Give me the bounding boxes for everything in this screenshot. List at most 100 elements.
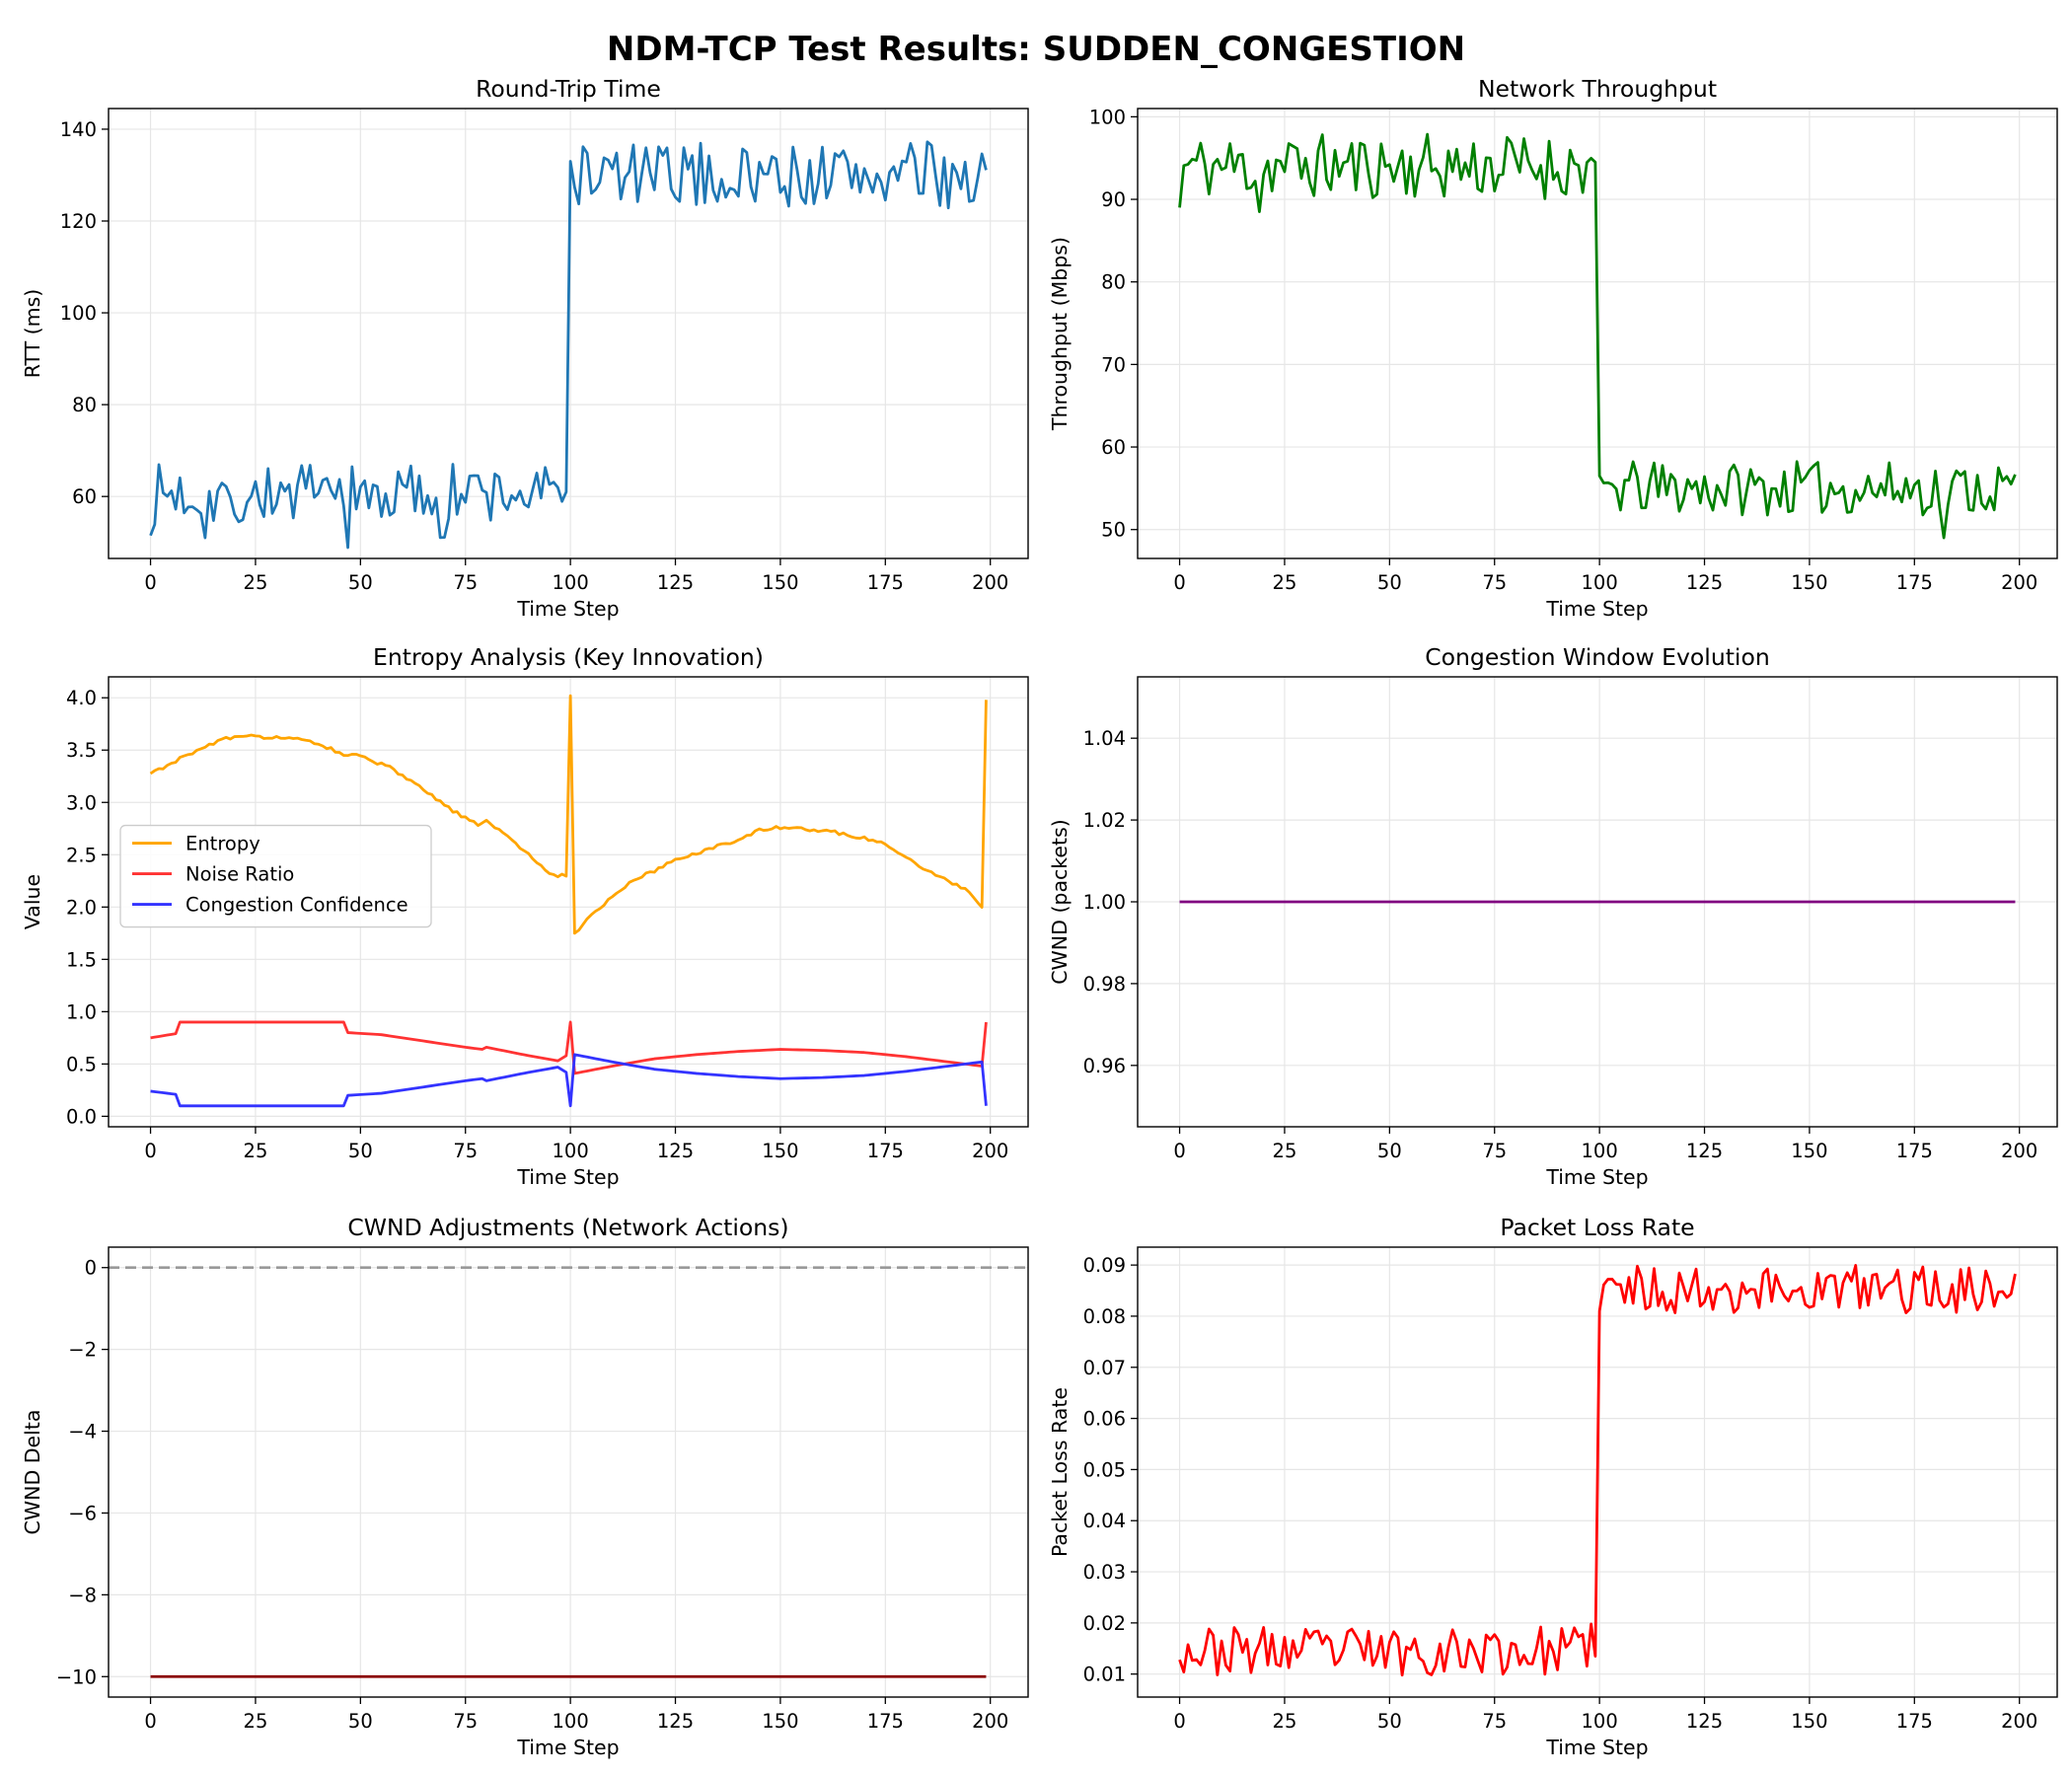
- legend-label: Noise Ratio: [185, 863, 294, 886]
- plot-area: [149, 694, 988, 1108]
- x-tick-label: 175: [1896, 571, 1933, 594]
- y-axis-label: CWND Delta: [21, 1410, 44, 1535]
- x-tick-label: 125: [657, 1140, 694, 1162]
- plot-area: [109, 1266, 1028, 1678]
- x-tick-label: 200: [972, 571, 1008, 594]
- x-tick-label: 100: [553, 1140, 589, 1162]
- axes-frame: [108, 1246, 1029, 1698]
- x-tick-label: 100: [1582, 571, 1618, 594]
- x-tick-label: 200: [972, 1140, 1008, 1162]
- x-tick-label: 0: [1173, 1710, 1185, 1733]
- x-tick-label: 50: [348, 1140, 373, 1162]
- y-tick-label: 3.0: [66, 791, 97, 814]
- x-tick-label: 125: [1686, 1710, 1723, 1733]
- x-tick-label: 200: [2001, 571, 2037, 594]
- y-tick-label: 0.05: [1083, 1458, 1126, 1481]
- x-tick-label: 0: [1173, 571, 1185, 594]
- y-axis-label: Value: [21, 874, 44, 929]
- y-tick-label: 100: [60, 302, 97, 325]
- y-tick-label: 1.5: [66, 948, 97, 971]
- y-tick-label: 1.02: [1083, 809, 1126, 832]
- x-tick-label: 0: [144, 1710, 156, 1733]
- y-axis-label: Throughput (Mbps): [1048, 237, 1072, 431]
- chart-title: Packet Loss Rate: [1500, 1214, 1694, 1241]
- y-tick-label: 0.98: [1083, 973, 1126, 996]
- y-axis-label: CWND (packets): [1048, 819, 1072, 985]
- y-tick-label: 2.5: [66, 844, 97, 866]
- x-tick-label: 50: [1377, 1710, 1402, 1733]
- axes-frame: [1137, 1246, 2058, 1698]
- x-tick-label: 200: [972, 1710, 1008, 1733]
- plot-area: [1178, 132, 2017, 540]
- x-tick-label: 200: [2001, 1140, 2037, 1162]
- axes-frame: [108, 676, 1029, 1128]
- y-tick-label: 0.0: [66, 1105, 97, 1128]
- y-tick-label: 70: [1101, 353, 1126, 376]
- x-tick-label: 25: [1273, 1140, 1297, 1162]
- x-tick-label: 150: [1791, 571, 1827, 594]
- x-tick-label: 175: [867, 1140, 904, 1162]
- x-axis-label: Time Step: [1545, 1165, 1648, 1189]
- x-tick-label: 0: [144, 1140, 156, 1162]
- y-tick-label: 90: [1101, 188, 1126, 211]
- y-tick-label: 60: [1101, 436, 1126, 459]
- x-tick-label: 75: [1482, 571, 1507, 594]
- series-line-congestion-confidence: [150, 1053, 988, 1108]
- x-tick-label: 50: [1377, 1140, 1402, 1162]
- chart-title: Congestion Window Evolution: [1425, 643, 1769, 671]
- x-tick-label: 150: [762, 571, 798, 594]
- y-tick-label: 0.04: [1083, 1510, 1126, 1532]
- series-line-noise-ratio: [150, 1020, 988, 1075]
- y-tick-label: −4: [68, 1421, 97, 1443]
- x-tick-label: 50: [1377, 571, 1402, 594]
- axes-frame: [1137, 108, 2058, 559]
- x-axis-label: Time Step: [516, 597, 619, 621]
- x-tick-label: 25: [244, 1140, 268, 1162]
- x-tick-label: 125: [657, 571, 694, 594]
- x-tick-label: 125: [657, 1710, 694, 1733]
- y-tick-label: 0: [85, 1257, 97, 1280]
- plot-area: [149, 140, 988, 550]
- x-tick-label: 100: [553, 571, 589, 594]
- chart-rtt: 0 25 50 75 100 125 150 175 200 60 80 100 120 140 Round…: [21, 75, 1029, 621]
- chart-entropy: 0 25 50 75 100 125 150 175 200 0.0 0.5 1.0 1.5 2.0 2.5…: [21, 643, 1029, 1189]
- y-axis-label: Packet Loss Rate: [1048, 1387, 1072, 1557]
- x-tick-label: 50: [348, 571, 373, 594]
- chart-title: Network Throughput: [1478, 75, 1717, 103]
- x-tick-label: 175: [867, 1710, 904, 1733]
- x-tick-label: 75: [453, 1710, 478, 1733]
- y-tick-label: 140: [60, 118, 97, 141]
- y-tick-label: 80: [72, 394, 97, 416]
- x-tick-label: 150: [762, 1140, 798, 1162]
- x-tick-label: 100: [553, 1710, 589, 1733]
- x-tick-label: 0: [1173, 1140, 1185, 1162]
- x-axis-label: Time Step: [516, 1736, 619, 1759]
- x-tick-label: 100: [1582, 1140, 1618, 1162]
- chart-title: Entropy Analysis (Key Innovation): [373, 643, 764, 671]
- x-tick-label: 150: [1791, 1140, 1827, 1162]
- series-line-packet-loss-rate: [1178, 1264, 2017, 1677]
- y-tick-label: 4.0: [66, 687, 97, 709]
- x-tick-label: 75: [1482, 1140, 1507, 1162]
- x-axis-label: Time Step: [1545, 1736, 1648, 1759]
- axes-frame: [108, 108, 1029, 559]
- x-tick-label: 25: [244, 571, 268, 594]
- y-tick-label: 0.07: [1083, 1357, 1126, 1379]
- y-tick-label: 100: [1089, 106, 1126, 128]
- chart-throughput: 0 25 50 75 100 125 150 175 200 50 60 70 80 90 100 Netwo…: [1048, 75, 2058, 621]
- x-axis-label: Time Step: [1545, 597, 1648, 621]
- chart-cwnd: 0 25 50 75 100 125 150 175 200 0.96 0.98 1.00 1.02 1.…: [1048, 643, 2058, 1189]
- y-tick-label: 1.0: [66, 1000, 97, 1023]
- x-tick-label: 150: [1791, 1710, 1827, 1733]
- chart-title: CWND Adjustments (Network Actions): [347, 1214, 788, 1241]
- y-tick-label: 50: [1101, 519, 1126, 542]
- legend-label: Congestion Confidence: [185, 894, 408, 917]
- y-tick-label: 1.00: [1083, 891, 1126, 914]
- y-tick-label: −2: [68, 1339, 97, 1362]
- y-tick-label: 0.01: [1083, 1664, 1126, 1686]
- chart-title: Round-Trip Time: [476, 75, 661, 103]
- series-line-throughput: [1178, 132, 2017, 540]
- x-tick-label: 175: [867, 571, 904, 594]
- series-line-rtt: [149, 140, 988, 550]
- chart-adjust: 0 25 50 75 100 125 150 175 200 0 −2 −4 −6 −8 −10 CWND A…: [21, 1214, 1029, 1759]
